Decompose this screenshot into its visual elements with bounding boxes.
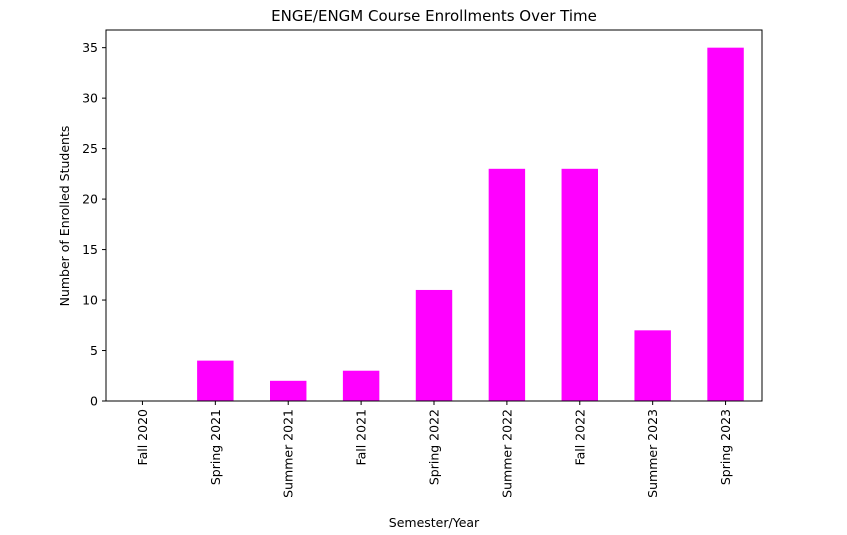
y-tick-label: 5 [90,343,98,358]
bar [561,168,598,401]
y-axis: 0 5 10 15 20 25 30 35 [82,40,106,409]
x-axis: Fall 2020 Spring 2021 Summer 2021 Fall 2021… [135,401,733,498]
x-tick-label: Summer 2022 [499,409,514,498]
bar [197,360,234,401]
y-tick-label: 35 [82,40,98,55]
y-tick-label: 30 [82,91,98,106]
y-tick-label: 20 [82,192,98,207]
bars-group [197,47,744,402]
plot-frame [105,29,763,402]
x-tick-label: Summer 2023 [645,409,660,498]
bar [270,380,307,401]
y-tick-label: 0 [90,394,98,409]
bar [707,47,744,402]
x-tick-label: Summer 2021 [281,409,296,498]
chart-title: ENGE/ENGM Course Enrollments Over Time [271,7,597,25]
bar [634,330,671,401]
x-tick-label: Fall 2020 [135,409,150,465]
y-tick-label: 25 [82,141,98,156]
bar [488,168,526,401]
y-axis-label: Number of Enrolled Students [57,126,72,307]
x-tick-label: Spring 2021 [208,409,223,485]
bar [415,289,453,401]
x-tick-label: Spring 2023 [718,409,733,485]
y-tick-label: 15 [82,242,98,257]
x-tick-label: Fall 2022 [572,409,587,465]
bar [342,370,380,401]
x-axis-label: Semester/Year [389,515,480,530]
x-tick-label: Fall 2021 [354,409,369,465]
y-tick-label: 10 [82,293,98,308]
x-tick-label: Spring 2022 [427,409,442,485]
